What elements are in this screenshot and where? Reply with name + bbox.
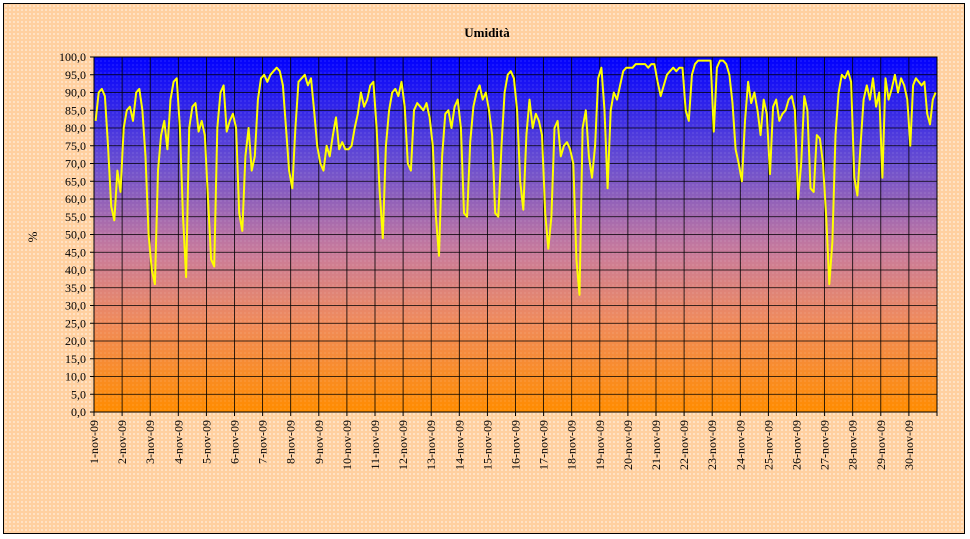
y-tick-label: 20,0 [65, 334, 86, 348]
x-tick-label: 18-nov-09 [565, 420, 579, 470]
x-tick-label: 20-nov-09 [621, 420, 635, 470]
plot-border [93, 56, 938, 413]
x-tick-label: 14-nov-09 [452, 420, 466, 470]
x-tick-label: 3-nov-09 [143, 420, 157, 464]
x-tick-label: 5-nov-09 [199, 420, 213, 464]
y-tick-label: 85,0 [65, 103, 86, 117]
x-tick-label: 19-nov-09 [593, 420, 607, 470]
y-tick-label: 70,0 [65, 157, 86, 171]
x-tick-label: 16-nov-09 [509, 420, 523, 470]
x-tick-label: 12-nov-09 [396, 420, 410, 470]
y-tick-label: 0,0 [71, 405, 86, 419]
x-tick-label: 28-nov-09 [846, 420, 860, 470]
chart-title: Umidità [464, 25, 510, 40]
y-tick-label: 5,0 [71, 387, 86, 401]
x-tick-label: 17-nov-09 [537, 420, 551, 470]
x-tick-label: 25-nov-09 [761, 420, 775, 470]
x-tick-label: 9-nov-09 [312, 420, 326, 464]
x-tick-label: 22-nov-09 [677, 420, 691, 470]
x-tick-label: 21-nov-09 [649, 420, 663, 470]
y-tick-label: 15,0 [65, 352, 86, 366]
x-tick-label: 6-nov-09 [228, 420, 242, 464]
y-tick-label: 10,0 [65, 370, 86, 384]
x-tick-label: 1-nov-09 [87, 420, 101, 464]
x-tick-label: 15-nov-09 [480, 420, 494, 470]
y-tick-label: 95,0 [65, 68, 86, 82]
y-axis-label: % [25, 231, 40, 242]
x-tick-label: 4-nov-09 [171, 420, 185, 464]
y-tick-label: 100,0 [59, 50, 86, 64]
x-tick-label: 8-nov-09 [284, 420, 298, 464]
y-tick-label: 35,0 [65, 281, 86, 295]
x-tick-label: 11-nov-09 [368, 420, 382, 470]
x-tick-label: 23-nov-09 [705, 420, 719, 470]
x-tick-label: 24-nov-09 [733, 420, 747, 470]
x-tick-label: 30-nov-09 [902, 420, 916, 470]
humidity-series-line [94, 59, 937, 296]
y-tick-label: 30,0 [65, 299, 86, 313]
x-tick-label: 29-nov-09 [874, 420, 888, 470]
x-tick-label: 26-nov-09 [790, 420, 804, 470]
y-tick-label: 75,0 [65, 139, 86, 153]
x-tick-label: 13-nov-09 [424, 420, 438, 470]
y-tick-label: 80,0 [65, 121, 86, 135]
y-tick-label: 55,0 [65, 210, 86, 224]
humidity-chart: Umidità % 0,0 5,0 10,0 15,0 20,0 25,0 30,0 35,0… [25, 25, 938, 470]
y-tick-label: 45,0 [65, 245, 86, 259]
y-tick-label: 90,0 [65, 86, 86, 100]
y-tick-label: 40,0 [65, 263, 86, 277]
chart-frame: Umidità % 0,0 5,0 10,0 15,0 20,0 25,0 30,0 35,0… [3, 3, 965, 534]
x-tick-label: 10-nov-09 [340, 420, 354, 470]
y-tick-label: 65,0 [65, 174, 86, 188]
y-tick-label: 50,0 [65, 228, 86, 242]
y-tick-label: 25,0 [65, 316, 86, 330]
x-tick-label: 2-nov-09 [115, 420, 129, 464]
x-tick-label: 27-nov-09 [818, 420, 832, 470]
x-tick-label: 7-nov-09 [256, 420, 270, 464]
y-tick-label: 60,0 [65, 192, 86, 206]
